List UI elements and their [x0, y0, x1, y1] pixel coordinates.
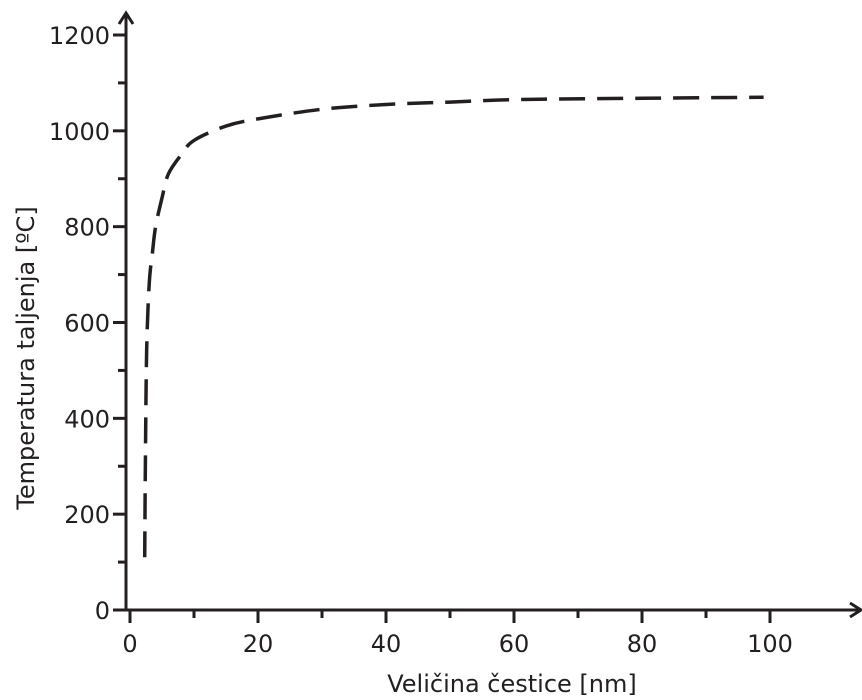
x-tick-label: 60: [499, 630, 530, 658]
tick-labels: 0 200 400 600 800 1000 1200 0 20 40 60 80 100: [49, 22, 793, 658]
y-tick-label: 1200: [49, 22, 110, 50]
y-tick-label: 1000: [49, 118, 110, 146]
ticks: [113, 33, 772, 623]
x-tick-label: 100: [747, 630, 793, 658]
y-tick-label: 600: [64, 310, 110, 338]
y-tick-label: 800: [64, 214, 110, 242]
melting-curve-line: [142, 95, 764, 558]
y-axis-title: Temperatura taljenja [ºC]: [12, 206, 40, 510]
y-tick-label: 200: [64, 501, 110, 529]
x-tick-label: 0: [122, 630, 137, 658]
y-tick-label: 0: [95, 597, 110, 625]
x-tick-label: 40: [371, 630, 402, 658]
y-tick-label: 400: [64, 405, 110, 433]
x-tick-label: 80: [627, 630, 658, 658]
x-tick-label: 20: [243, 630, 274, 658]
y-axis-arrow-icon: [117, 10, 135, 25]
x-axis-arrow-icon: [849, 601, 862, 619]
axes: [117, 10, 862, 619]
x-axis-title: Veličina čestice [nm]: [387, 670, 637, 698]
